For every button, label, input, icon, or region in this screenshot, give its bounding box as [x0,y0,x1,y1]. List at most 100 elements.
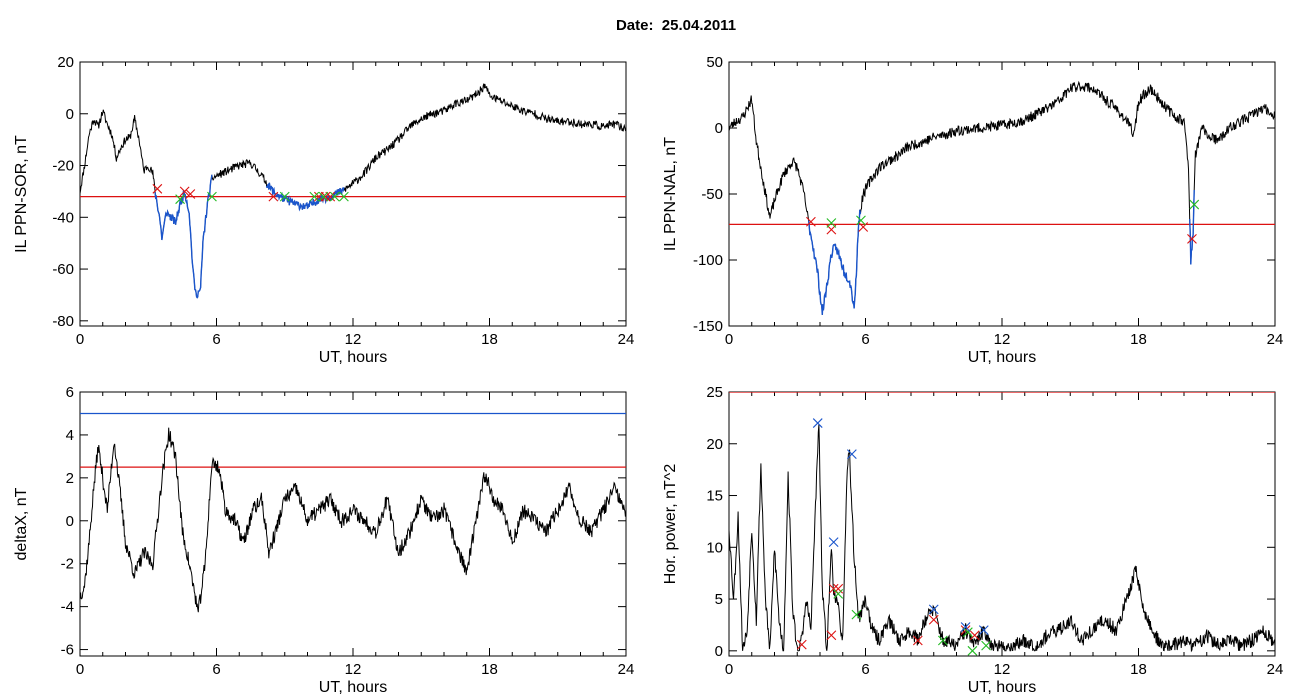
y-tick-label: 20 [706,436,723,453]
y-tick-label: 10 [706,539,723,556]
y-tick-label: -80 [52,313,74,330]
y-tick-label: -2 [61,556,74,573]
x-tick-label: 6 [212,661,220,678]
marker-red [833,583,844,594]
marker-green [967,645,978,656]
marker-red [858,222,869,232]
marker-blue [812,418,823,428]
plot-area [80,412,626,613]
x-tick-label: 18 [1130,661,1147,678]
y-tick-label: 0 [66,106,74,123]
data-line [80,83,626,299]
plot-frame [728,391,1276,657]
marker-blue [828,537,839,548]
marker-red [320,191,331,202]
x-tick-label: 6 [212,331,220,348]
panel-il-ppn-nal: 0 6 12 18 24 -150 -100 -50 0 50 UT, hours IL PPN-NA… [662,54,1283,366]
data-line [80,427,626,613]
y-tick-label: 0 [715,120,723,137]
x-tick-label: 24 [1267,661,1284,678]
marker-green [856,215,866,226]
plot-frame [728,61,1276,327]
x-tick-label: 24 [618,661,635,678]
data-line [729,80,1275,315]
marker-red [806,216,816,227]
plot-area [729,392,1275,653]
marker-green [318,191,329,202]
x-axis-label: UT, hours [319,349,387,366]
marker-green [175,194,185,205]
x-tick-label: 0 [76,331,84,348]
y-tick-label: 4 [66,427,74,444]
marker-green [826,218,837,228]
x-axis-label: UT, hours [319,679,387,696]
marker-red [912,635,923,646]
y-axis-label: Hor. power, nT^2 [662,464,679,585]
y-tick-label: 2 [66,470,74,487]
x-tick-label: 6 [861,661,869,678]
plot-area [729,80,1275,315]
marker-green [833,588,844,599]
x-tick-label: 12 [994,661,1011,678]
y-tick-label: 20 [57,54,74,71]
x-tick-label: 18 [1130,331,1147,348]
y-tick-label: 0 [715,643,723,660]
marker-blue [960,622,971,632]
x-axis-label: UT, hours [968,679,1036,696]
y-tick-label: -150 [693,318,723,335]
panel-il-ppn-sor: 0 6 12 18 24 -80 -60 -40 -20 0 20 UT, hours IL PPN-S… [13,54,634,366]
marker-green [329,191,340,202]
marker-red [796,639,807,650]
plot-frame [79,61,627,327]
plot-area [80,83,626,299]
marker-green [207,191,217,202]
y-tick-label: -20 [52,158,74,175]
y-tick-label: 5 [715,591,723,608]
y-tick-label: -60 [52,261,74,278]
y-tick-label: 50 [706,54,723,71]
marker-red [928,614,939,625]
marker-red [185,189,196,199]
marker-red [152,183,163,194]
x-tick-label: 0 [725,661,733,678]
marker-green [981,640,991,651]
x-tick-label: 18 [481,661,498,678]
marker-red [325,191,336,202]
y-tick-label: -4 [61,599,74,616]
marker-green [937,635,948,646]
y-tick-label: -6 [61,642,74,659]
marker-green [851,609,862,620]
marker-green [1189,199,1200,210]
marker-green [279,191,290,202]
y-tick-label: 0 [66,513,74,530]
marker-red [826,630,837,641]
x-tick-label: 24 [618,331,635,348]
marker-blue [978,625,989,636]
marker-green [339,191,349,202]
highlight-segment [807,209,862,315]
highlight-segment [1189,189,1195,265]
panel-hor-power: 0 6 12 18 24 0 5 10 15 20 25 UT, hours Hor. power, n… [662,384,1283,696]
y-tick-label: 15 [706,488,723,505]
y-tick-label: -40 [52,209,74,226]
x-tick-label: 6 [861,331,869,348]
y-axis-label: IL PPN-SOR, nT [13,135,30,253]
y-tick-label: 6 [66,384,74,401]
data-line [729,424,1275,653]
y-tick-label: -100 [693,252,723,269]
marker-red [313,191,324,202]
marker-red [1187,233,1197,244]
marker-blue [928,604,939,615]
x-tick-label: 12 [345,661,362,678]
marker-green [962,627,973,638]
plot-frame [79,391,627,657]
x-tick-label: 0 [76,661,84,678]
marker-red [179,186,190,197]
marker-red [969,630,980,641]
y-tick-label: 25 [706,384,723,401]
marker-red [268,191,279,202]
marker-green [309,191,320,202]
